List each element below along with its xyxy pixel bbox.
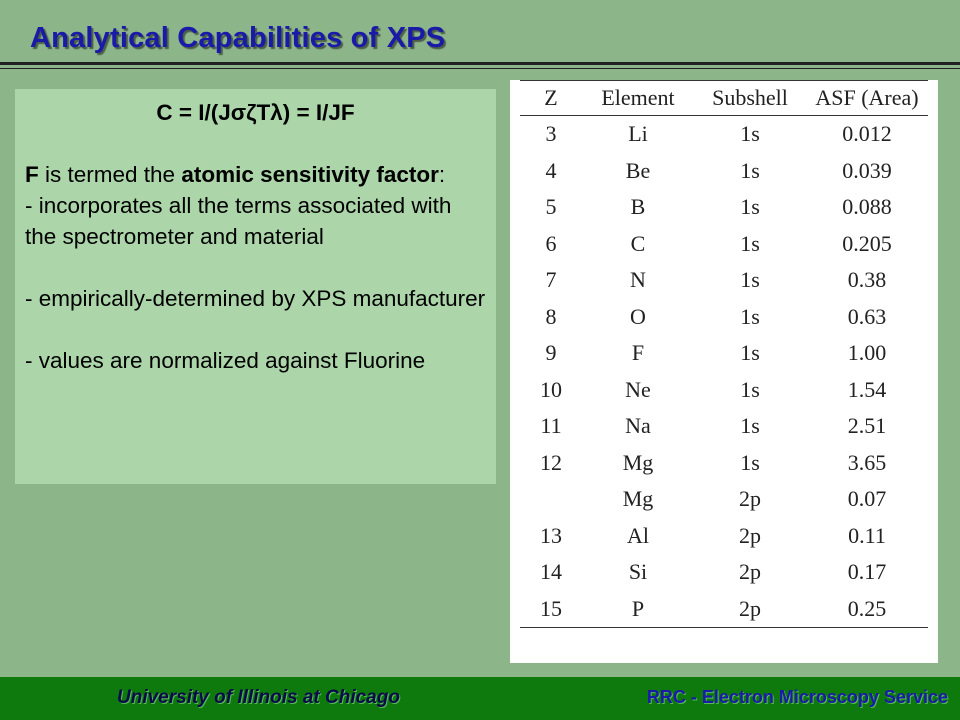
cell-asf: 0.039: [842, 157, 892, 183]
cell-subshell: 1s: [740, 194, 760, 220]
cell-asf: 0.07: [847, 486, 887, 512]
cell-subshell: 1s: [740, 121, 760, 147]
header-subshell: Subshell: [694, 80, 806, 116]
cell-subshell: 2p: [739, 522, 761, 548]
cell-subshell: 2p: [694, 590, 806, 628]
table-row: 9 F 1s 1.00: [520, 335, 928, 372]
table-row: 7 N 1s 0.38: [520, 262, 928, 299]
asf-table-panel: Z Element Subshell ASF (Area) 3 Li 1s 0.012…: [510, 80, 938, 663]
cell-element: N: [630, 267, 646, 293]
formula: C = I/(JσζTλ) = I/JF: [156, 100, 355, 125]
table-row: 8 O 1s 0.63: [520, 299, 928, 336]
footer-service: RRC - Electron Microscopy Service: [646, 687, 948, 707]
cell-element: Li: [628, 121, 648, 147]
cell-z: 3: [545, 121, 557, 147]
cell-subshell: 2p: [739, 486, 761, 512]
table-row: 12 Mg 1s 3.65: [520, 445, 928, 482]
cell-element: O: [630, 303, 646, 329]
table-row: 3 Li 1s 0.012: [520, 116, 928, 153]
bullet-incorporates: - incorporates all the terms associated …: [25, 193, 452, 249]
cell-z: 4: [545, 157, 557, 183]
cell-z: 7: [545, 267, 557, 293]
cell-asf: 0.17: [847, 559, 887, 585]
cell-asf: 1.00: [847, 340, 887, 366]
table-row: Mg 2p 0.07: [520, 481, 928, 518]
header-element: Element: [582, 80, 694, 116]
asf-table: Z Element Subshell ASF (Area) 3 Li 1s 0.012…: [520, 80, 928, 628]
slide-title: Analytical Capabilities of XPS: [30, 22, 446, 54]
definition-text-2: :: [438, 162, 446, 187]
cell-subshell: 1s: [740, 230, 760, 256]
table-header-row: Z Element Subshell ASF (Area): [520, 80, 928, 116]
definition-text-1: is termed the: [38, 162, 182, 187]
header-z: Z: [520, 80, 582, 116]
cell-element: Al: [627, 522, 649, 548]
cell-asf: 3.65: [847, 449, 887, 475]
cell-element: Mg: [622, 486, 654, 512]
cell-z: 8: [545, 303, 557, 329]
cell-z: 9: [545, 340, 557, 366]
cell-z: 14: [540, 559, 562, 585]
cell-element: Ne: [625, 376, 651, 402]
definition-paragraph: F is termed the atomic sensitivity facto…: [25, 159, 486, 190]
cell-element: Na: [625, 413, 651, 439]
cell-asf: 0.38: [847, 267, 887, 293]
cell-z: 11: [540, 413, 562, 439]
f-letter: F: [25, 162, 39, 187]
definition-term: atomic sensitivity factor: [181, 162, 439, 187]
cell-asf: 1.54: [847, 376, 887, 402]
cell-element: B: [630, 194, 646, 220]
table-row: 15 P 2p 0.25: [520, 590, 928, 628]
cell-subshell: 1s: [740, 449, 760, 475]
cell-asf: 0.205: [842, 230, 892, 256]
cell-asf: 0.63: [847, 303, 887, 329]
cell-subshell: 1s: [740, 267, 760, 293]
cell-element: F: [631, 340, 645, 366]
cell-subshell: 2p: [739, 559, 761, 585]
table-row: 6 C 1s 0.205: [520, 226, 928, 263]
cell-asf: 2.51: [847, 413, 887, 439]
footer-university: University of Illinois at Chicago: [117, 687, 400, 708]
title-rule-thin: [0, 68, 960, 69]
cell-element: Be: [625, 157, 651, 183]
title-rule-thick: [0, 62, 960, 65]
cell-z: 15: [520, 590, 582, 628]
cell-z: [520, 481, 582, 518]
cell-subshell: 1s: [740, 376, 760, 402]
cell-asf: 0.11: [848, 522, 886, 548]
cell-asf: 0.088: [842, 194, 892, 220]
table-body: 3 Li 1s 0.012 4 Be 1s 0.039 5 B 1s 0.088 6 C 1s 0.205 7 N…: [520, 116, 928, 628]
cell-z: 10: [540, 376, 562, 402]
cell-element: Mg: [622, 449, 654, 475]
cell-asf: 0.012: [842, 121, 892, 147]
bullet-empirical: - empirically-determined by XPS manufact…: [25, 286, 486, 311]
cell-asf: 0.25: [806, 590, 928, 628]
footer-bar: University of Illinois at Chicago RRC - …: [0, 677, 960, 720]
cell-element: C: [630, 230, 646, 256]
explanation-textbox: C = I/(JσζTλ) = I/JF F is termed the ato…: [15, 89, 496, 484]
cell-subshell: 1s: [740, 303, 760, 329]
table-row: 13 Al 2p 0.11: [520, 518, 928, 555]
bullet-normalized: - values are normalized against Fluorine: [25, 348, 426, 373]
cell-z: 12: [540, 449, 562, 475]
cell-subshell: 1s: [740, 413, 760, 439]
table-row: 5 B 1s 0.088: [520, 189, 928, 226]
cell-element: P: [582, 590, 694, 628]
table-row: 4 Be 1s 0.039: [520, 153, 928, 190]
table-row: 11 Na 1s 2.51: [520, 408, 928, 445]
header-asf: ASF (Area): [806, 80, 928, 116]
cell-z: 6: [545, 230, 557, 256]
cell-subshell: 1s: [740, 157, 760, 183]
cell-element: Si: [628, 559, 648, 585]
table-row: 10 Ne 1s 1.54: [520, 372, 928, 409]
cell-z: 13: [540, 522, 562, 548]
table-row: 14 Si 2p 0.17: [520, 554, 928, 591]
cell-subshell: 1s: [740, 340, 760, 366]
cell-z: 5: [545, 194, 557, 220]
